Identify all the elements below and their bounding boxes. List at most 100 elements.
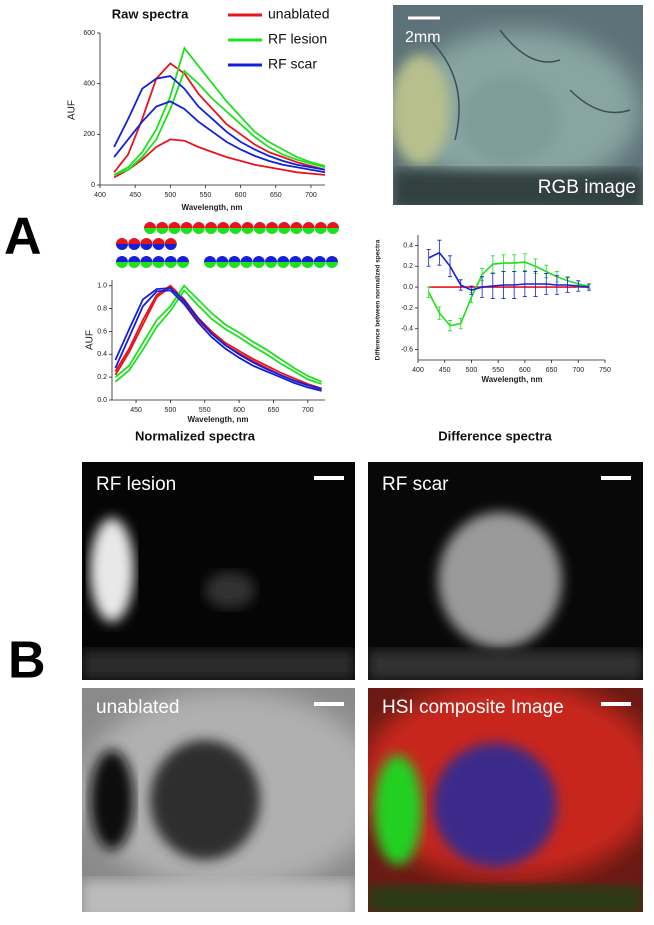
y-tick-label: 0.4 <box>403 242 413 249</box>
x-tick-label: 650 <box>268 407 280 414</box>
sample-dot <box>128 238 141 244</box>
sample-dot <box>290 222 303 228</box>
sample-dot <box>253 228 266 234</box>
sample-dot <box>204 256 216 262</box>
x-tick-label: 600 <box>519 367 531 374</box>
series-line <box>428 251 590 292</box>
sample-dot <box>326 262 338 268</box>
error-bar <box>565 277 570 293</box>
sample-dot <box>156 228 169 234</box>
image-label: unablated <box>96 697 179 718</box>
scale-label: 2mm <box>405 29 441 46</box>
sample-dot <box>140 244 153 250</box>
legend-label: RF scar <box>268 56 317 72</box>
x-tick-label: 450 <box>130 407 142 414</box>
sample-dot <box>241 222 254 228</box>
series-line <box>114 284 322 383</box>
sample-dot <box>152 238 165 244</box>
sample-dot <box>128 244 141 250</box>
x-tick-label: 700 <box>572 367 584 374</box>
error-bar <box>448 320 453 332</box>
error-bar <box>544 273 549 295</box>
legend-label: unablated <box>268 6 330 22</box>
series-line <box>113 69 326 176</box>
sample-dot <box>140 262 153 268</box>
x-tick-label: 600 <box>233 407 245 414</box>
image-label: RGB image <box>538 177 636 198</box>
x-tick-label: 500 <box>165 407 177 414</box>
scar-photo <box>368 462 643 680</box>
y-tick-label: 400 <box>83 81 95 88</box>
error-bar <box>469 285 474 295</box>
sample-dot <box>116 256 128 262</box>
sample-dot <box>164 244 177 250</box>
sample-dot <box>266 228 278 234</box>
y-tick-label: -0.6 <box>401 346 413 353</box>
x-tick-label: 500 <box>164 192 176 199</box>
sample-dot <box>144 222 156 228</box>
y-tick-label: -0.2 <box>401 305 413 312</box>
sample-dot <box>116 238 128 244</box>
sample-dot <box>302 222 315 228</box>
series-line <box>113 100 326 174</box>
x-tick-label: 650 <box>546 367 558 374</box>
x-tick-label: 400 <box>412 367 424 374</box>
sample-dot <box>277 256 290 262</box>
error-bar <box>437 306 442 320</box>
series-line <box>113 138 326 179</box>
sample-dot <box>327 222 339 228</box>
composite-photo <box>368 688 643 912</box>
sample-dot <box>164 238 177 244</box>
x-tick-label: 700 <box>305 192 317 199</box>
sample-dot <box>290 228 303 234</box>
sample-dot <box>164 256 177 262</box>
y-tick-label: 1.0 <box>97 283 107 290</box>
error-bar <box>522 253 527 271</box>
scale-bar <box>601 476 631 480</box>
sample-dot <box>192 222 205 228</box>
x-tick-label: 450 <box>129 192 141 199</box>
sample-dot <box>301 256 314 262</box>
sample-dot <box>326 256 338 262</box>
error-bar <box>490 255 495 273</box>
y-tick-label: 0 <box>91 182 95 189</box>
sample-dot <box>192 228 205 234</box>
y-tick-label: 0.8 <box>97 305 107 312</box>
x-axis-label: Wavelength, nm <box>481 375 542 384</box>
sample-dot <box>128 262 141 268</box>
sample-dot <box>240 256 253 262</box>
y-tick-label: 0.4 <box>97 351 107 358</box>
sample-dot <box>289 256 302 262</box>
error-bar <box>426 249 431 267</box>
error-bar <box>480 276 485 298</box>
image-label: RF lesion <box>96 474 176 495</box>
y-tick-label: 0.6 <box>97 328 107 335</box>
sample-dot <box>314 228 327 234</box>
y-axis-label: Difference between normalized spectra <box>375 239 382 360</box>
sample-dot <box>277 262 290 268</box>
y-axis-label: AUF <box>67 100 78 120</box>
sample-dot <box>229 228 242 234</box>
sample-dot <box>265 256 277 262</box>
series-line <box>114 289 322 392</box>
y-tick-label: 0.0 <box>97 397 107 404</box>
series-line <box>113 46 326 176</box>
series-line <box>113 62 326 173</box>
sample-dot <box>152 262 165 268</box>
series-line <box>114 284 322 390</box>
sample-dot <box>265 262 277 268</box>
legend-label: RF lesion <box>268 31 327 47</box>
x-tick-label: 550 <box>200 192 212 199</box>
y-tick-label: 0.2 <box>403 263 413 270</box>
sample-dot <box>216 256 229 262</box>
sample-dot <box>152 256 165 262</box>
series-line <box>114 288 322 385</box>
image-label: HSI composite Image <box>382 697 564 718</box>
sample-dot <box>177 262 189 268</box>
error-bar <box>426 286 431 298</box>
series-line <box>113 75 326 171</box>
x-tick-label: 650 <box>270 192 282 199</box>
sample-dot <box>241 228 254 234</box>
sample-dot <box>289 262 302 268</box>
sample-dot <box>144 228 156 234</box>
